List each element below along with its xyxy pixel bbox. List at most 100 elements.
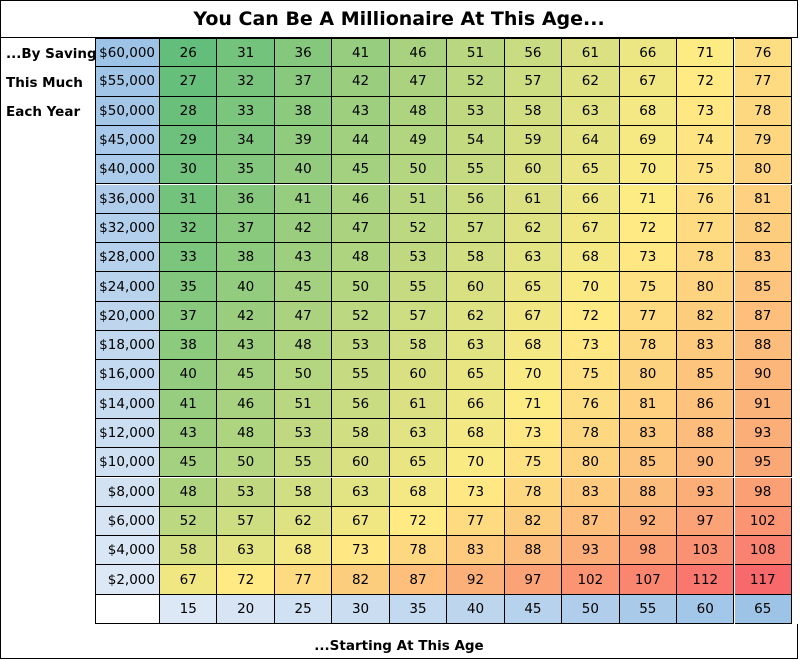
table-cell: 48 — [389, 96, 448, 126]
table-cell: 88 — [504, 536, 563, 566]
table-cell: 46 — [389, 38, 448, 68]
table-cell: 43 — [274, 243, 333, 273]
table-cell: 28 — [160, 96, 218, 126]
table-cell: 67 — [504, 301, 563, 331]
table-cell: 78 — [562, 418, 620, 449]
table-cell: 46 — [332, 184, 390, 214]
table-cell: 56 — [447, 184, 505, 214]
table-cell: 47 — [332, 213, 390, 244]
table-cell: 82 — [504, 506, 563, 537]
table-cell: 86 — [677, 389, 735, 419]
table-cell: 52 — [447, 67, 505, 97]
table-cell: 54 — [447, 125, 505, 156]
table-cell: 67 — [619, 67, 678, 97]
table-cell: 103 — [677, 536, 735, 566]
table-cell: 51 — [447, 38, 505, 68]
starting-age-label: 20 — [217, 594, 275, 624]
table-cell: 56 — [504, 38, 563, 68]
table-cell: 33 — [160, 243, 218, 273]
table-cell: 63 — [389, 418, 448, 449]
table-cell: 77 — [619, 301, 678, 331]
table-cell: 68 — [562, 243, 620, 273]
table-cell: 65 — [504, 272, 563, 302]
table-cell: 71 — [504, 389, 563, 419]
table-cell: 39 — [274, 125, 333, 156]
table-cell: 98 — [619, 536, 678, 566]
savings-amount-label: $60,000 — [96, 38, 160, 68]
table-cell: 40 — [160, 360, 218, 390]
table-cell: 55 — [274, 448, 333, 478]
table-cell: 67 — [332, 506, 390, 537]
table-cell: 73 — [332, 536, 390, 566]
table-cell: 62 — [274, 506, 333, 537]
table-cell: 73 — [447, 477, 505, 507]
savings-amount-label: $36,000 — [96, 184, 160, 214]
table-cell: 48 — [332, 243, 390, 273]
table-cell: 69 — [619, 125, 678, 156]
table-cell: 44 — [332, 125, 390, 156]
column-header-label: ...Starting At This Age — [0, 624, 798, 659]
table-cell: 43 — [160, 418, 218, 449]
table-cell: 42 — [274, 213, 333, 244]
table-cell: 78 — [677, 243, 735, 273]
table-cell: 83 — [562, 477, 620, 507]
row-header-panel: ...By Saving This Much Each Year — [0, 38, 97, 624]
starting-age-label: 30 — [332, 594, 390, 624]
table-cell: 65 — [389, 448, 448, 478]
savings-amount-label: $24,000 — [96, 272, 160, 302]
table-cell: 47 — [274, 301, 333, 331]
savings-amount-label: $8,000 — [96, 477, 160, 507]
table-cell: 26 — [160, 38, 218, 68]
table-cell: 73 — [677, 96, 735, 126]
table-cell: 93 — [677, 477, 735, 507]
table-cell: 61 — [504, 184, 563, 214]
table-cell: 36 — [217, 184, 275, 214]
savings-amount-label: $2,000 — [96, 565, 160, 595]
table-cell: 52 — [160, 506, 218, 537]
table-cell: 82 — [734, 213, 792, 244]
table-cell: 80 — [734, 155, 792, 185]
table-cell: 76 — [734, 38, 792, 68]
table-cell: 32 — [217, 67, 275, 97]
table-cell: 45 — [274, 272, 333, 302]
table-cell: 58 — [447, 243, 505, 273]
table-cell: 62 — [562, 67, 620, 97]
table-cell: 59 — [504, 125, 563, 156]
table-cell: 58 — [160, 536, 218, 566]
table-cell: 80 — [562, 448, 620, 478]
table-cell: 38 — [160, 331, 218, 361]
table-cell: 38 — [217, 243, 275, 273]
table-cell: 83 — [734, 243, 792, 273]
table-cell: 77 — [274, 565, 333, 595]
table-cell: 31 — [217, 38, 275, 68]
savings-amount-label: $40,000 — [96, 155, 160, 185]
table-cell: 33 — [217, 96, 275, 126]
table-cell: 37 — [274, 67, 333, 97]
chart-title: You Can Be A Millionaire At This Age... — [0, 0, 798, 38]
table-cell: 117 — [734, 565, 792, 595]
table-cell: 66 — [562, 184, 620, 214]
table-cell: 66 — [447, 389, 505, 419]
table-cell: 65 — [562, 155, 620, 185]
table-cell: 87 — [562, 506, 620, 537]
table-cell: 35 — [217, 155, 275, 185]
table-cell: 72 — [389, 506, 448, 537]
table-cell: 49 — [389, 125, 448, 156]
table-cell: 48 — [217, 418, 275, 449]
table-cell: 30 — [160, 155, 218, 185]
table-cell: 83 — [619, 418, 678, 449]
table-cell: 51 — [389, 184, 448, 214]
table-cell: 60 — [447, 272, 505, 302]
table-cell: 102 — [734, 506, 792, 537]
starting-age-label: 60 — [677, 594, 735, 624]
table-cell: 68 — [447, 418, 505, 449]
table-cell: 76 — [562, 389, 620, 419]
table-cell: 60 — [389, 360, 448, 390]
table-cell: 91 — [734, 389, 792, 419]
row-header-line-1: ...By Saving — [6, 46, 97, 62]
table-cell: 55 — [447, 155, 505, 185]
table-cell: 63 — [332, 477, 390, 507]
table-cell: 98 — [734, 477, 792, 507]
table-cell: 64 — [562, 125, 620, 156]
table-cell: 45 — [160, 448, 218, 478]
